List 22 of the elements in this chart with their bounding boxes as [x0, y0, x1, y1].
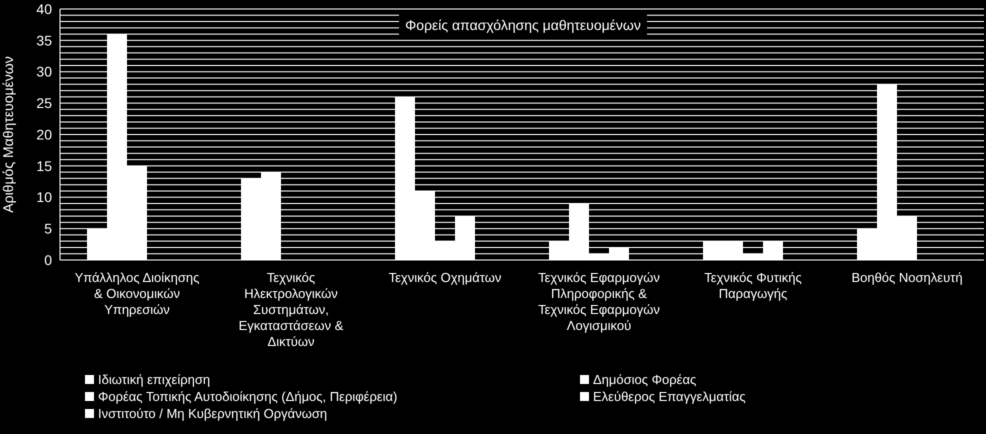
x-tick-label: Υπάλληλος Διοίκησης & Οικονομικών Υπηρεσιών [74, 270, 200, 317]
y-tick-label: 20 [36, 126, 52, 142]
y-tick-label: 25 [36, 95, 52, 112]
x-tick-label: Τεχνικός Εφαρμογών Πληροφορικής & Τεχνικός Εφαρμογών Λογισμικού [538, 270, 660, 333]
legend-label: Φορέας Τοπικής Αυτοδιοίκησης (Δήμος, Περιφέρεια) [98, 389, 398, 404]
y-tick-label: 0 [44, 252, 52, 268]
y-axis-title: Αριθμός Μαθητευομένων [0, 56, 16, 213]
legend-label: Ινστιτούτο / Μη Κυβερνητική Οργάνωση [98, 406, 328, 421]
x-tick-label: Τεχνικός Φυτικής Παραγωγής [704, 270, 802, 301]
legend-label: Ιδιωτική επιχείρηση [98, 372, 210, 387]
x-tick-label: Τεχνικός Ηλεκτρολογικών Συστημάτων, Εγκαταστάσεων & Δικτύων [238, 270, 344, 349]
y-tick-label: 15 [36, 158, 52, 174]
text: Φορείς απασχόλησης μαθητευομένων [399, 14, 647, 36]
x-tick-label: Βοηθός Νοσηλευτή [851, 270, 963, 285]
y-tick-label: 30 [36, 64, 52, 80]
y-tick-label: 35 [36, 32, 52, 48]
x-tick-label: Τεχνικός Οχημάτων [388, 270, 502, 285]
legend-label: Ελεύθερος Επαγγελματίας [593, 389, 746, 404]
y-tick-label: 5 [44, 220, 52, 237]
y-tick-label: 40 [36, 0, 52, 17]
legend-label: Δημόσιος Φορέας [593, 372, 696, 387]
y-tick-label: 10 [36, 189, 52, 206]
